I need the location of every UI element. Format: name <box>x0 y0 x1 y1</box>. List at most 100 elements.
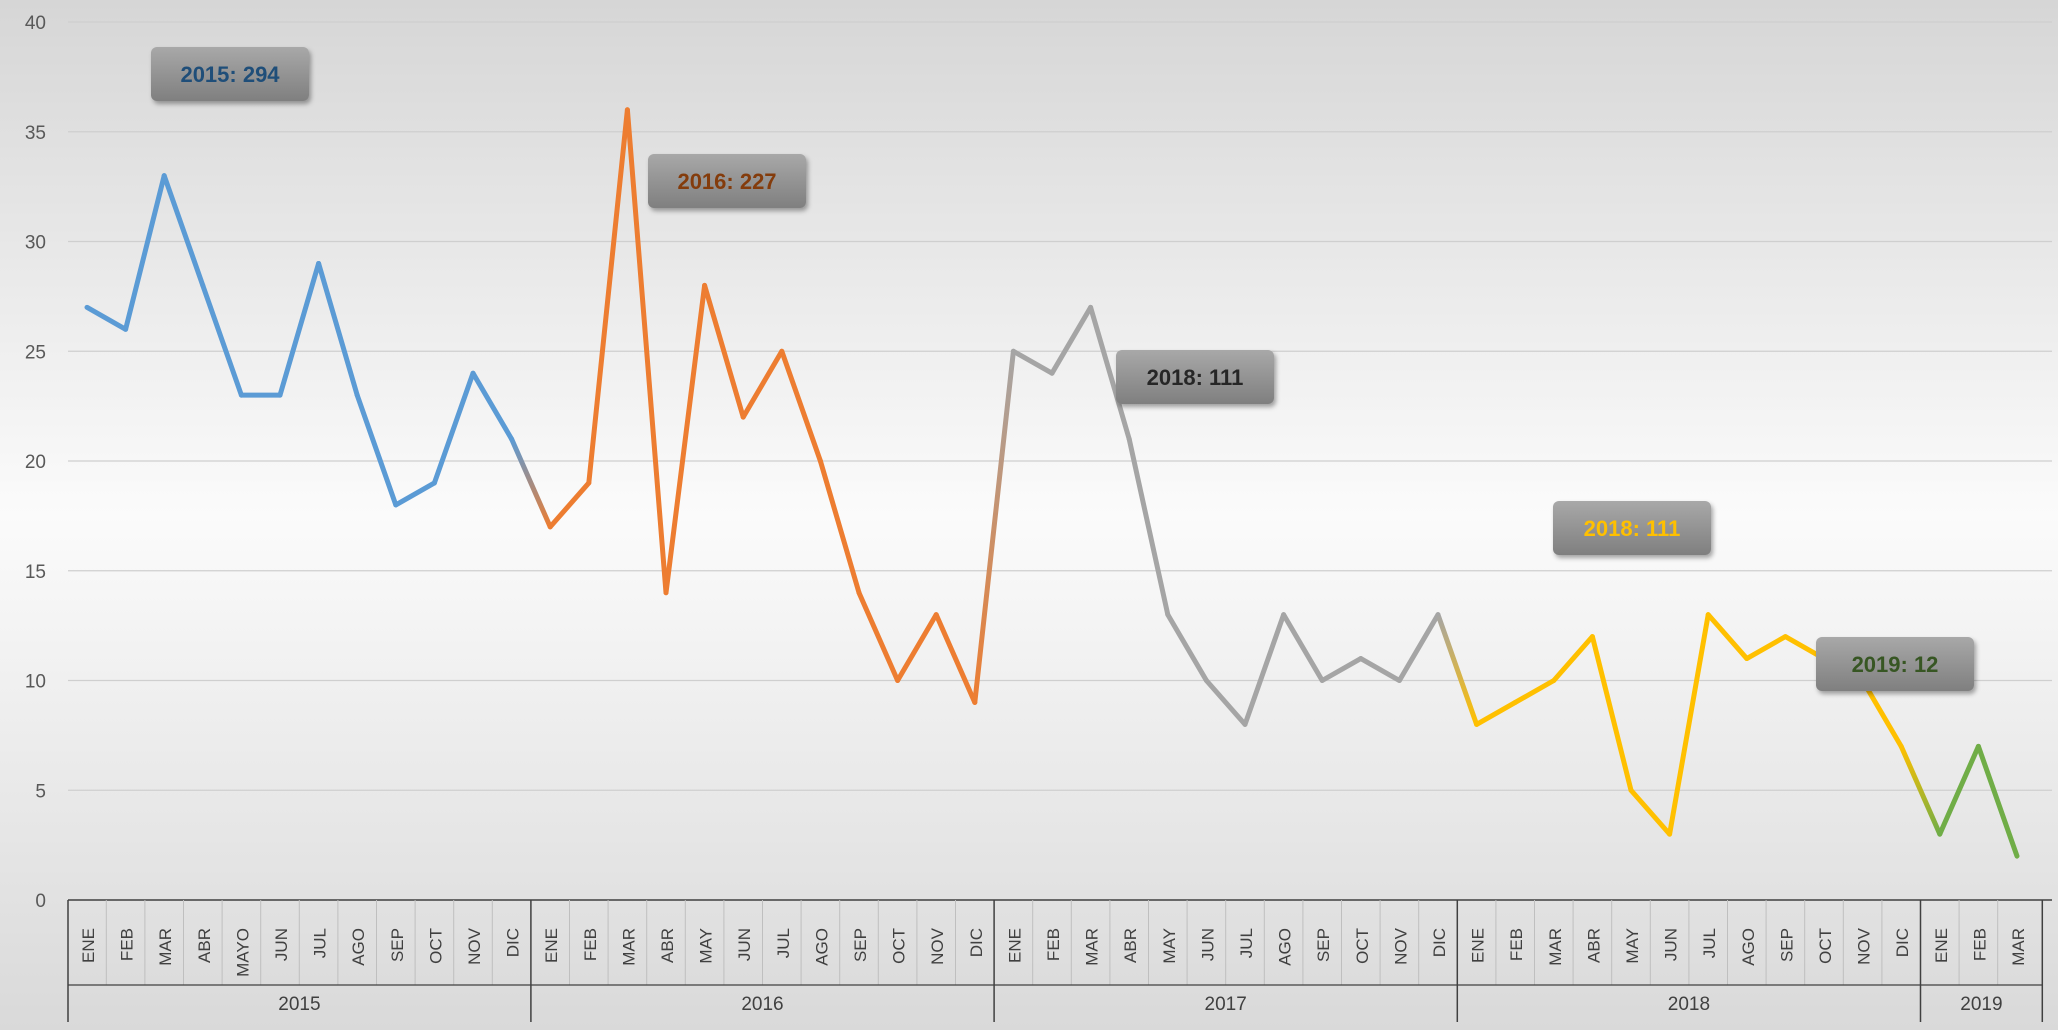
x-tick-label: JUL <box>1700 928 1719 958</box>
callout-box <box>1553 501 1711 555</box>
callout-box <box>1116 350 1274 404</box>
year-total-callout: 2019: 12 <box>1816 637 1974 691</box>
y-tick-label: 40 <box>25 13 46 34</box>
x-tick-label: SEP <box>1777 928 1796 962</box>
x-tick-label: MAR <box>1083 928 1102 966</box>
x-tick-label: MAR <box>2009 928 2028 966</box>
x-tick-label: FEB <box>118 928 137 961</box>
year-label: 2017 <box>1205 994 1247 1015</box>
series-segment-2016 <box>817 458 862 596</box>
series-segment-2018 <box>1628 787 1673 837</box>
year-label: 2015 <box>278 994 320 1015</box>
y-tick-label: 35 <box>25 123 46 144</box>
series-segment-2015 <box>84 304 129 332</box>
series-segment-2017 <box>1165 612 1209 683</box>
callout-box <box>1816 637 1974 691</box>
x-tick-label: FEB <box>581 928 600 961</box>
x-tick-label: FEB <box>1044 928 1063 961</box>
series-segment-2016 <box>895 612 939 683</box>
callout-box <box>151 47 309 101</box>
y-tick-label: 10 <box>25 672 46 693</box>
callout-label: 2019: 12 <box>1852 652 1939 677</box>
x-tick-label: JUN <box>1662 928 1681 961</box>
callout-label: 2018: 111 <box>1584 516 1681 541</box>
x-tick-label: NOV <box>1855 927 1874 965</box>
series-segment-2018 <box>1744 634 1788 662</box>
year-total-callout: 2018: 111 <box>1553 501 1711 555</box>
series-segment-2017 <box>1126 436 1171 618</box>
x-tick-label: ABR <box>1584 928 1603 963</box>
x-tick-label: OCT <box>890 928 909 964</box>
x-tick-label: NOV <box>1391 927 1410 965</box>
series-segment-2016 <box>586 107 630 486</box>
series-segment-2015 <box>354 392 399 508</box>
series-segment-2017 <box>1242 612 1287 727</box>
x-tick-label: MAR <box>156 928 175 966</box>
x-tick-label: JUL <box>774 928 793 958</box>
x-tick-label: MAY <box>697 928 716 964</box>
series-segment-2016 <box>856 590 901 683</box>
x-tick-label: ABR <box>195 928 214 963</box>
x-tick-label: DIC <box>967 928 986 957</box>
series-segment-2016 <box>933 612 978 705</box>
y-tick-label: 20 <box>25 452 46 473</box>
series-segment-2015 <box>470 370 515 442</box>
series-segment-2015 <box>277 260 322 398</box>
series-segment-2017 <box>1010 348 1055 376</box>
x-axis: ENE FEB MAR ABR MAYO JUN JUL AGO SEP OCT NOV DIC ENE… <box>67 899 2052 1022</box>
series-segment-2017 <box>1049 304 1094 376</box>
x-tick-label: DIC <box>1893 928 1912 957</box>
y-tick-label: 5 <box>35 781 46 802</box>
series-lines <box>84 107 2020 859</box>
series-segment-2019 <box>1975 743 2020 859</box>
x-tick-label: NOV <box>465 927 484 965</box>
series-segment-2018 <box>1705 612 1750 662</box>
x-tick-label: ENE <box>542 928 561 963</box>
x-tick-label: DIC <box>1430 928 1449 957</box>
series-segment-2015 <box>200 282 244 398</box>
series-segment-2015 <box>161 173 206 288</box>
x-tick-label: AGO <box>1276 928 1295 966</box>
y-tick-label: 0 <box>35 891 46 912</box>
x-tick-label: OCT <box>1816 928 1835 964</box>
series-segment-2018 <box>1551 634 1595 683</box>
x-tick-label: DIC <box>504 928 523 957</box>
series-segment-2019 <box>1937 743 1981 837</box>
x-tick-label: MAY <box>1623 928 1642 964</box>
callout-label: 2016: 227 <box>677 169 776 194</box>
x-tick-label: ABR <box>658 928 677 963</box>
series-segment-2016 <box>740 348 785 420</box>
year-total-callout: 2015: 294 <box>151 47 309 101</box>
y-axis-ticks: 0 5 10 15 20 25 30 35 40 <box>25 13 46 912</box>
x-tick-label: NOV <box>928 927 947 965</box>
x-tick-label: ENE <box>1469 928 1488 963</box>
year-label: 2016 <box>741 994 783 1015</box>
x-tick-label: OCT <box>1353 928 1372 964</box>
series-segment-2017 <box>1435 612 1480 727</box>
x-tick-label: ABR <box>1121 928 1140 963</box>
x-tick-label: SEP <box>1314 928 1333 962</box>
x-tick-label: JUL <box>311 928 330 958</box>
series-segment-2016 <box>624 107 669 596</box>
year-total-callout: 2018: 111 <box>1116 350 1274 404</box>
x-tick-label: JUN <box>1198 928 1217 961</box>
y-tick-label: 15 <box>25 562 46 583</box>
x-tick-label: ENE <box>1005 928 1024 963</box>
series-segment-2016 <box>663 282 708 596</box>
y-tick-label: 25 <box>25 342 46 363</box>
series-segment-2017 <box>1088 304 1132 442</box>
gridlines <box>68 21 2052 791</box>
x-tick-label: AGO <box>349 928 368 966</box>
series-segment-2016 <box>702 282 746 420</box>
y-tick-label: 30 <box>25 233 46 254</box>
series-segment-2018 <box>1667 612 1711 837</box>
x-tick-label: SEP <box>851 928 870 962</box>
callouts: 2015: 294 2016: 227 2018: 111 2018: 111 2019… <box>151 47 1974 691</box>
callout-box <box>648 154 806 208</box>
series-segment-2016 <box>779 348 823 464</box>
series-segment-2015 <box>509 436 553 530</box>
series-segment-2015 <box>431 370 476 486</box>
x-tick-label: JUN <box>735 928 754 961</box>
x-tick-label: MAY <box>1160 928 1179 964</box>
x-tick-label: ENE <box>1932 928 1951 963</box>
